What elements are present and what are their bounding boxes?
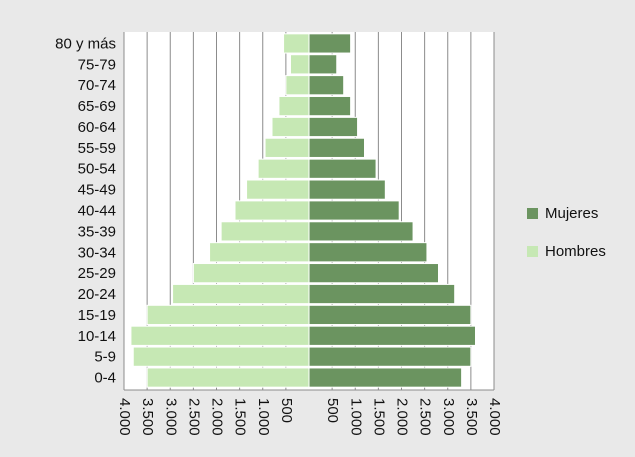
bar-mujeres bbox=[308, 137, 365, 158]
category-label: 55-59 bbox=[78, 140, 116, 157]
bar-mujeres bbox=[308, 367, 463, 388]
bar-mujeres bbox=[308, 95, 352, 117]
legend-swatch bbox=[527, 208, 538, 219]
x-tick-label: 2.500 bbox=[417, 398, 434, 436]
bar-hombres bbox=[234, 200, 310, 221]
legend-swatch bbox=[527, 246, 538, 257]
bar-mujeres bbox=[308, 158, 377, 179]
x-tick-label: 1.000 bbox=[347, 398, 364, 436]
x-tick-label: 1.000 bbox=[255, 398, 272, 436]
x-tick-label: 3.500 bbox=[463, 398, 480, 436]
category-label: 45-49 bbox=[78, 182, 116, 199]
category-label: 70-74 bbox=[78, 77, 116, 94]
bar-mujeres bbox=[308, 54, 338, 75]
bar-hombres bbox=[264, 137, 310, 158]
bar-mujeres bbox=[308, 33, 352, 54]
x-tick-label: 500 bbox=[324, 398, 341, 423]
bar-mujeres bbox=[308, 75, 345, 96]
bar-mujeres bbox=[308, 346, 472, 367]
x-tick-label: 4.000 bbox=[486, 398, 503, 436]
bar-mujeres bbox=[308, 263, 439, 284]
bar-mujeres bbox=[308, 116, 359, 138]
category-label: 60-64 bbox=[78, 119, 116, 136]
x-tick-label: 1.500 bbox=[370, 398, 387, 436]
bar-hombres bbox=[192, 263, 310, 284]
bar-hombres bbox=[271, 116, 310, 138]
category-label: 75-79 bbox=[78, 56, 116, 73]
x-tick-label: 4.000 bbox=[116, 398, 133, 436]
category-label: 20-24 bbox=[78, 286, 116, 303]
bar-hombres bbox=[132, 346, 310, 367]
category-label: 0-4 bbox=[94, 370, 116, 387]
bar-hombres bbox=[285, 75, 310, 96]
x-tick-label: 3.000 bbox=[440, 398, 457, 436]
bar-mujeres bbox=[308, 242, 428, 263]
category-label: 65-69 bbox=[78, 98, 116, 115]
bar-hombres bbox=[172, 283, 310, 305]
category-label: 35-39 bbox=[78, 223, 116, 240]
bar-mujeres bbox=[308, 283, 456, 305]
category-label: 80 y más bbox=[55, 35, 116, 52]
bar-hombres bbox=[146, 304, 310, 326]
category-label: 30-34 bbox=[78, 244, 116, 261]
bar-mujeres bbox=[308, 200, 400, 221]
x-tick-label: 500 bbox=[278, 398, 295, 423]
bar-mujeres bbox=[308, 325, 476, 346]
bar-hombres bbox=[220, 221, 310, 242]
bar-mujeres bbox=[308, 221, 414, 242]
x-tick-label: 2.000 bbox=[209, 398, 226, 436]
x-tick-label: 1.500 bbox=[232, 398, 249, 436]
category-label: 40-44 bbox=[78, 203, 116, 220]
bar-hombres bbox=[146, 367, 310, 388]
category-label: 25-29 bbox=[78, 265, 116, 282]
bars bbox=[130, 33, 476, 388]
bar-hombres bbox=[290, 54, 310, 75]
category-label: 10-14 bbox=[78, 328, 116, 345]
legend-label: Mujeres bbox=[545, 205, 598, 222]
bar-mujeres bbox=[308, 179, 386, 200]
x-tick-label: 3.000 bbox=[162, 398, 179, 436]
category-label: 50-54 bbox=[78, 161, 116, 178]
bar-hombres bbox=[278, 95, 310, 117]
x-tick-label: 2.500 bbox=[185, 398, 202, 436]
x-tick-label: 2.000 bbox=[394, 398, 411, 436]
x-tick-label: 3.500 bbox=[139, 398, 156, 436]
category-labels: 0-4 5-9 10-14 15-19 20-24 25-29 30-34 35-39 40-4… bbox=[55, 35, 116, 386]
category-label: 15-19 bbox=[78, 307, 116, 324]
bar-hombres bbox=[209, 242, 310, 263]
bar-hombres bbox=[283, 33, 310, 54]
legend: Mujeres Hombres bbox=[527, 205, 606, 260]
x-tick-labels: 4.000 3.500 3.000 2.500 2.000 1.500 1.000 500 50… bbox=[116, 398, 503, 436]
bar-hombres bbox=[246, 179, 310, 200]
category-label: 5-9 bbox=[94, 349, 116, 366]
bar-hombres bbox=[257, 158, 310, 179]
bar-mujeres bbox=[308, 304, 472, 326]
bar-hombres bbox=[130, 325, 310, 346]
legend-label: Hombres bbox=[545, 243, 606, 260]
